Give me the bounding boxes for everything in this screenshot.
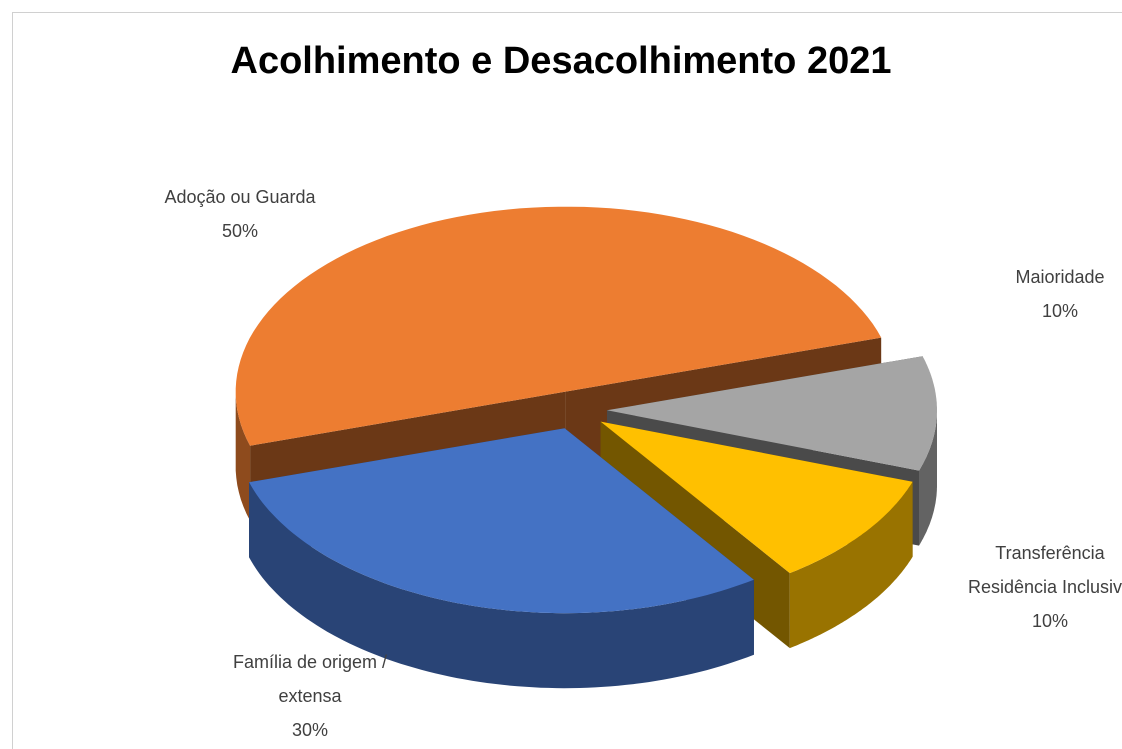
data-label: Adoção ou Guarda 50% <box>120 180 360 248</box>
chart-border <box>12 12 1122 749</box>
label-text: 10% <box>1031 611 1069 631</box>
slice <box>607 356 937 471</box>
label-text: 10% <box>1041 301 1079 321</box>
chart-title: Acolhimento e Desacolhimento 2021 <box>230 40 892 82</box>
data-label: Transferência Residência Inclusiva 10% <box>965 536 1122 638</box>
slice <box>600 421 913 574</box>
label-text: 50% <box>221 221 259 241</box>
label-text: Adoção ou Guarda <box>164 187 316 207</box>
label-text: Família de origem / extensa <box>232 652 388 706</box>
slice <box>249 428 754 614</box>
label-text: 30% <box>291 720 329 740</box>
data-label: Família de origem / extensa 30% <box>210 645 410 747</box>
slice-wall <box>235 388 251 521</box>
slice-wall <box>249 482 754 689</box>
label-text: Transferência Residência Inclusiva <box>967 543 1122 597</box>
slice-wall <box>919 407 937 546</box>
label-text: Maioridade <box>1015 267 1105 287</box>
slice-wall <box>789 481 913 649</box>
data-label: Maioridade 10% <box>1000 260 1120 328</box>
slice <box>235 206 882 446</box>
